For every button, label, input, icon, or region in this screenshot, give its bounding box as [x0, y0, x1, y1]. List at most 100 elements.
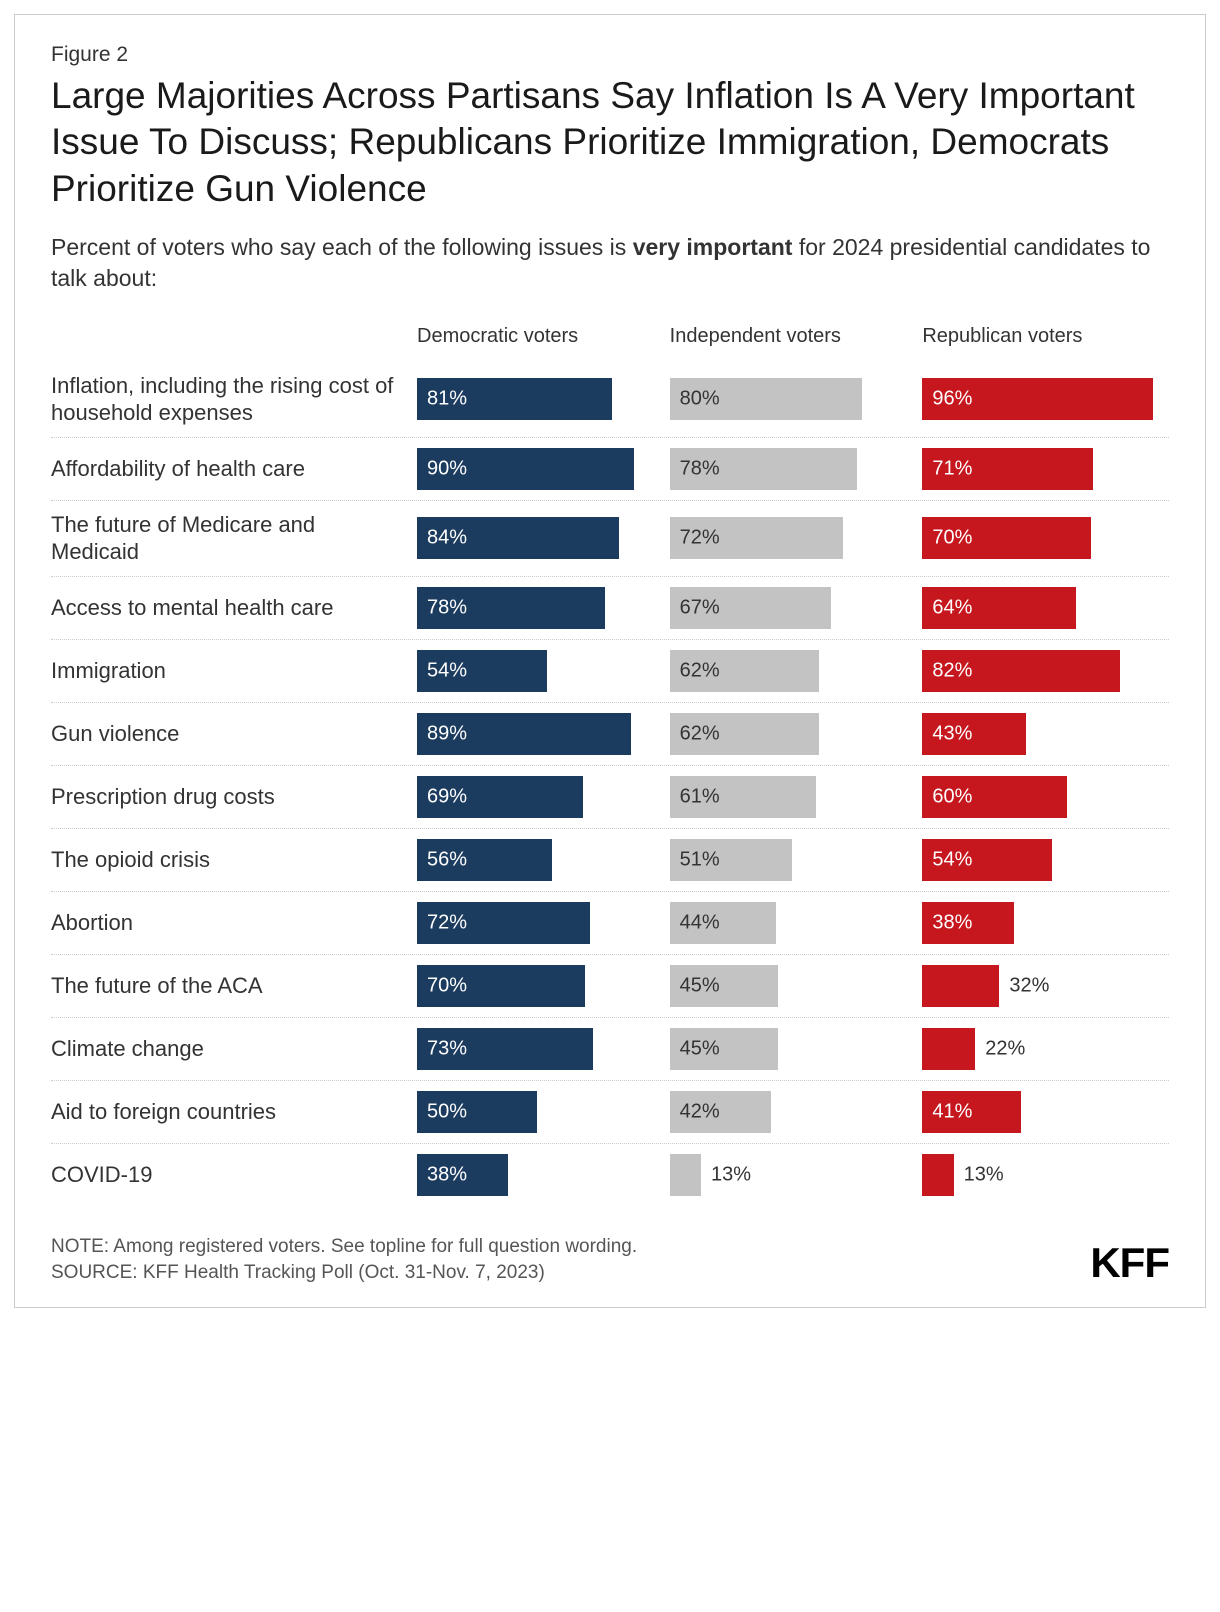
chart-row: Gun violence 89% 62% 43% — [51, 703, 1169, 766]
row-label: Access to mental health care — [51, 594, 399, 622]
bar — [922, 1154, 953, 1196]
chart-row: Access to mental health care 78% 67% 64% — [51, 577, 1169, 640]
bar-value-label: 62% — [680, 722, 720, 745]
bar-cell: 13% — [670, 1154, 911, 1196]
bar-value-label: 56% — [427, 848, 467, 871]
bar-value-label: 51% — [680, 848, 720, 871]
bar-cell: 62% — [670, 713, 911, 755]
bar-value-label: 82% — [932, 659, 972, 682]
subtitle-pre: Percent of voters who say each of the fo… — [51, 234, 633, 260]
bar-value-label: 43% — [932, 722, 972, 745]
bar-cell: 61% — [670, 776, 911, 818]
row-label: Inflation, including the rising cost of … — [51, 372, 399, 427]
chart-subtitle: Percent of voters who say each of the fo… — [51, 232, 1169, 294]
bar-cell: 90% — [417, 448, 658, 490]
bar-cell: 78% — [417, 587, 658, 629]
bar-cell: 32% — [922, 965, 1163, 1007]
bar-value-label: 60% — [932, 785, 972, 808]
bar-cell: 44% — [670, 902, 911, 944]
bar-value-label: 71% — [932, 457, 972, 480]
chart-area: Democratic voters Independent voters Rep… — [51, 324, 1169, 1206]
row-label: COVID-19 — [51, 1161, 399, 1189]
chart-footer: NOTE: Among registered voters. See topli… — [51, 1234, 1169, 1287]
chart-row: Abortion 72% 44% 38% — [51, 892, 1169, 955]
kff-logo: KFF — [1090, 1239, 1169, 1287]
chart-row: Climate change73%45%22% — [51, 1018, 1169, 1081]
bar-cell: 84% — [417, 517, 658, 559]
bar — [922, 965, 999, 1007]
bar-value-label: 69% — [427, 785, 467, 808]
bar-cell: 78% — [670, 448, 911, 490]
bar-value-label: 54% — [427, 659, 467, 682]
bar-cell: 73% — [417, 1028, 658, 1070]
bar — [922, 1028, 975, 1070]
bar-cell: 80% — [670, 378, 911, 420]
bar-cell: 56% — [417, 839, 658, 881]
bar-value-label: 89% — [427, 722, 467, 745]
bar-cell: 82% — [922, 650, 1163, 692]
row-label: Affordability of health care — [51, 455, 399, 483]
row-label: The future of Medicare and Medicaid — [51, 511, 399, 566]
chart-row: Inflation, including the rising cost of … — [51, 362, 1169, 438]
bar-cell: 50% — [417, 1091, 658, 1133]
bar-cell: 64% — [922, 587, 1163, 629]
bar-cell: 70% — [922, 517, 1163, 559]
bar-value-label: 38% — [427, 1163, 467, 1186]
bar-value-label: 72% — [680, 527, 720, 550]
bar-value-label: 73% — [427, 1037, 467, 1060]
bar-value-label: 64% — [932, 596, 972, 619]
bar-cell: 38% — [922, 902, 1163, 944]
row-label: Climate change — [51, 1035, 399, 1063]
bar-cell: 41% — [922, 1091, 1163, 1133]
bar-cell: 70% — [417, 965, 658, 1007]
bar-cell: 54% — [922, 839, 1163, 881]
bar-cell: 89% — [417, 713, 658, 755]
bar-cell: 67% — [670, 587, 911, 629]
chart-card: Figure 2 Large Majorities Across Partisa… — [14, 14, 1206, 1308]
bar-cell: 81% — [417, 378, 658, 420]
bar-value-label: 13% — [964, 1163, 1004, 1186]
bar-value-label: 84% — [427, 527, 467, 550]
bar-value-label: 78% — [680, 457, 720, 480]
bar-cell: 71% — [922, 448, 1163, 490]
chart-row: The future of the ACA 70% 45% 32% — [51, 955, 1169, 1018]
bar-value-label: 44% — [680, 911, 720, 934]
bar-cell: 51% — [670, 839, 911, 881]
bar-value-label: 96% — [932, 388, 972, 411]
row-label: The opioid crisis — [51, 846, 399, 874]
chart-row: The future of Medicare and Medicaid 84% 72… — [51, 501, 1169, 577]
footer-text: NOTE: Among registered voters. See topli… — [51, 1234, 637, 1287]
bar-value-label: 80% — [680, 388, 720, 411]
bar-value-label: 81% — [427, 388, 467, 411]
chart-row: COVID-19 38% 13% 13% — [51, 1144, 1169, 1206]
bar-value-label: 38% — [932, 911, 972, 934]
row-label: Prescription drug costs — [51, 783, 399, 811]
chart-row: Immigration54%62%82% — [51, 640, 1169, 703]
label-col-header-spacer — [51, 324, 411, 354]
bar-cell: 69% — [417, 776, 658, 818]
row-label: The future of the ACA — [51, 972, 399, 1000]
bar-cell: 60% — [922, 776, 1163, 818]
bar-cell: 45% — [670, 965, 911, 1007]
note-line: NOTE: Among registered voters. See topli… — [51, 1234, 637, 1261]
bar-value-label: 70% — [427, 974, 467, 997]
bar-cell: 54% — [417, 650, 658, 692]
bar-value-label: 54% — [932, 848, 972, 871]
bar-cell: 45% — [670, 1028, 911, 1070]
row-label: Abortion — [51, 909, 399, 937]
bar-value-label: 50% — [427, 1100, 467, 1123]
bar-value-label: 41% — [932, 1100, 972, 1123]
source-line: SOURCE: KFF Health Tracking Poll (Oct. 3… — [51, 1260, 637, 1287]
bar-value-label: 45% — [680, 1037, 720, 1060]
column-header-row: Democratic voters Independent voters Rep… — [51, 324, 1169, 354]
chart-row: Affordability of health care 90% 78% 71% — [51, 438, 1169, 501]
row-label: Gun violence — [51, 720, 399, 748]
bar — [670, 1154, 701, 1196]
chart-row: Prescription drug costs 69% 61% 60% — [51, 766, 1169, 829]
bar-cell: 96% — [922, 378, 1163, 420]
col-header-rep: Republican voters — [922, 324, 1163, 354]
bar-cell: 72% — [417, 902, 658, 944]
row-label: Immigration — [51, 657, 399, 685]
subtitle-bold: very important — [633, 234, 793, 260]
col-header-ind: Independent voters — [670, 324, 911, 354]
